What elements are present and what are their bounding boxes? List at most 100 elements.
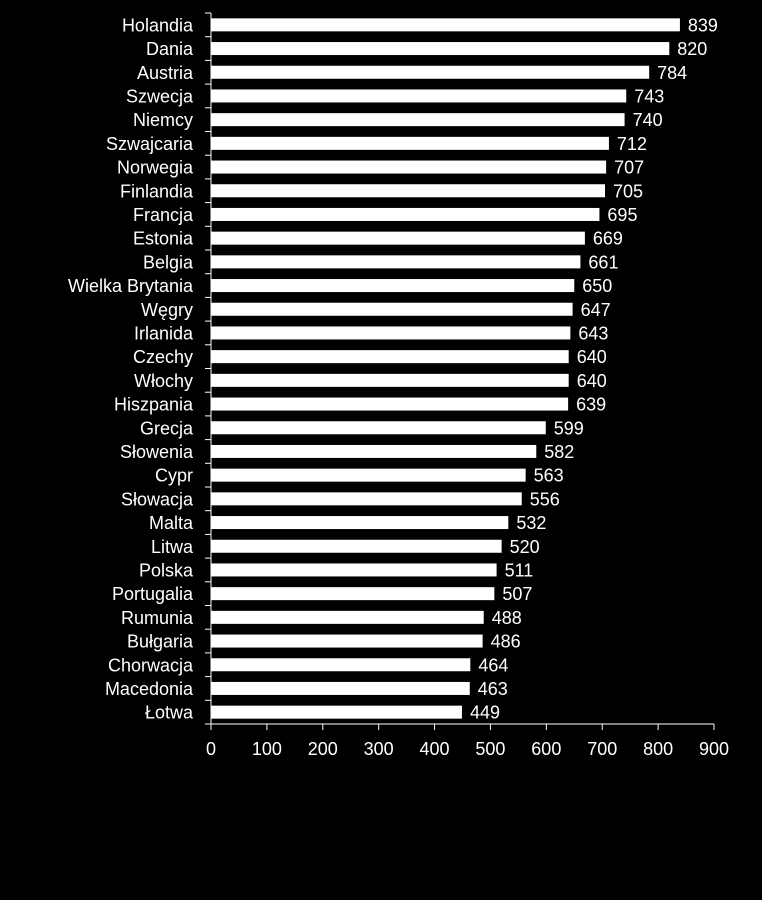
bar [211,468,526,482]
category-label: Estonia [133,229,194,249]
bar [211,160,607,174]
category-label: Wielka Brytania [68,276,194,296]
x-tick-label: 300 [364,739,394,759]
data-label: 661 [588,252,618,272]
data-label: 556 [530,489,560,509]
data-label: 532 [516,513,546,533]
bar [211,42,670,56]
category-label: Belgia [143,252,194,272]
data-label: 784 [657,63,687,83]
x-tick-labels: 0 100 200 300 400 500 600 700 800 900 [206,739,729,759]
data-label: 563 [534,466,564,486]
x-tick-label: 500 [475,739,505,759]
category-label: Portugalia [112,584,194,604]
data-label: 839 [688,15,718,35]
bar [211,587,495,601]
bar [211,302,573,316]
data-label: 582 [544,442,574,462]
category-label: Niemcy [133,110,193,130]
bar [211,516,509,530]
x-tick-label: 700 [587,739,617,759]
bar [211,634,483,648]
x-tick-label: 100 [252,739,282,759]
x-tick-label: 800 [643,739,673,759]
data-label: 743 [634,86,664,106]
x-tick-label: 900 [699,739,729,759]
bar [211,207,600,221]
category-label: Rumunia [121,608,194,628]
category-label: Szwecja [126,86,194,106]
axes [205,12,715,730]
category-label: Norwegia [117,158,194,178]
bar [211,255,581,269]
data-label: 695 [607,205,637,225]
category-label: Polska [139,560,194,580]
category-label: Dania [146,39,194,59]
bar [211,373,569,387]
category-label: Grecja [140,418,194,438]
x-tick-label: 0 [206,739,216,759]
category-label: Austria [137,63,194,83]
data-label: 520 [510,537,540,557]
bars [211,18,680,719]
data-label: 640 [577,371,607,391]
bar [211,231,585,245]
category-label: Malta [149,513,194,533]
data-label: 464 [478,655,508,675]
category-label: Czechy [133,347,193,367]
data-label: 705 [613,181,643,201]
bar [211,184,606,198]
category-label: Węgry [141,300,193,320]
value-labels: 839 820 784 743 740 712 707 705 695 669 661 650 647 6… [470,15,718,722]
bar [211,326,571,340]
category-label: Holandia [122,15,194,35]
data-label: 486 [491,632,521,652]
category-label: Hiszpania [114,395,194,415]
data-label: 712 [617,134,647,154]
data-label: 449 [470,703,500,723]
data-label: 488 [492,608,522,628]
bar [211,279,575,293]
data-label: 511 [505,560,534,580]
data-label: 669 [593,229,623,249]
category-label: Finlandia [120,181,194,201]
category-label: Słowenia [120,442,194,462]
category-label: Macedonia [105,679,194,699]
category-label: Cypr [155,466,193,486]
data-label: 643 [578,323,608,343]
data-label: 507 [502,584,532,604]
data-label: 599 [554,418,584,438]
bar [211,610,484,624]
category-label: Słowacja [121,489,194,509]
bar [211,444,537,458]
category-label: Szwajcaria [106,134,194,154]
data-label: 639 [576,395,606,415]
data-label: 640 [577,347,607,367]
data-label: 740 [633,110,663,130]
bar [211,658,471,672]
data-label: 707 [614,158,644,178]
data-label: 647 [581,300,611,320]
bar [211,705,462,719]
category-label: Włochy [134,371,193,391]
data-label: 650 [582,276,612,296]
bar [211,89,627,103]
bar [211,18,680,32]
x-tick-label: 200 [308,739,338,759]
category-label: Litwa [151,537,194,557]
data-label: 820 [677,39,707,59]
x-tick-label: 400 [420,739,450,759]
bar [211,350,569,364]
data-label: 463 [478,679,508,699]
bar [211,539,502,553]
bar [211,136,609,150]
bar [211,681,470,695]
bar [211,397,569,411]
category-labels: Holandia Dania Austria Szwecja Niemcy Szwajca… [68,15,194,722]
x-tick-label: 600 [531,739,561,759]
bar [211,113,625,127]
category-label: Chorwacja [108,655,194,675]
bar [211,563,497,577]
category-label: Bułgaria [127,632,194,652]
